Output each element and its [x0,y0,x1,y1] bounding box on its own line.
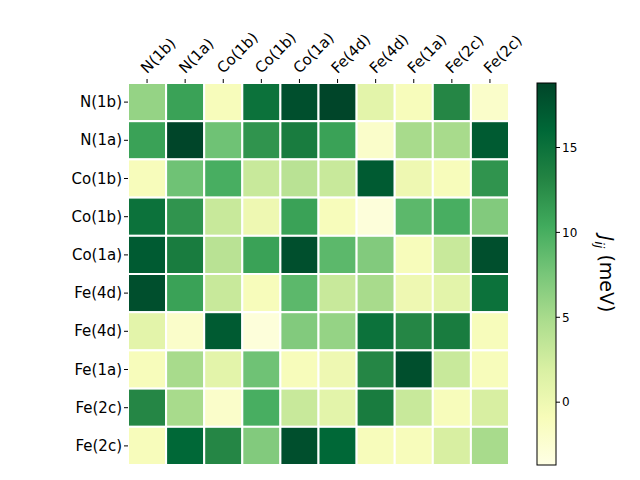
svg-text:Fe(2c): Fe(2c) [75,437,122,455]
svg-text:N(1b): N(1b) [137,35,179,77]
svg-text:N(1b): N(1b) [80,93,122,111]
svg-text:15: 15 [562,141,577,155]
svg-text:Co(1a): Co(1a) [290,29,338,77]
svg-text:N(1a): N(1a) [175,35,217,77]
html-text:ij: ij [592,241,608,249]
svg-text:10: 10 [562,226,577,240]
svg-text:Co(1b): Co(1b) [72,208,122,226]
svg-text:Co(1b): Co(1b) [213,29,261,77]
svg-text:5: 5 [562,311,570,325]
svg-text:N(1a): N(1a) [80,131,122,149]
svg-text:Fe(4d): Fe(4d) [74,322,122,340]
html-text:J: J [595,235,618,242]
svg-text:0: 0 [562,395,570,409]
svg-text:Fe(4d): Fe(4d) [74,284,122,302]
svg-text:Co(1a): Co(1a) [72,246,122,264]
svg-text:Fe(2c): Fe(2c) [75,399,122,417]
svg-text:Fe(1a): Fe(1a) [75,361,122,379]
svg-text:Co(1b): Co(1b) [251,29,299,77]
svg-text:Fe(4d): Fe(4d) [366,30,413,77]
svg-text:Fe(4d): Fe(4d) [328,30,375,77]
html-text:(meV): (meV) [595,248,618,313]
svg-text:Fe(2c): Fe(2c) [480,31,526,77]
svg-text:Fe(2c): Fe(2c) [442,31,488,77]
svg-text:Co(1b): Co(1b) [72,170,122,188]
svg-text:Fe(1a): Fe(1a) [404,31,450,77]
